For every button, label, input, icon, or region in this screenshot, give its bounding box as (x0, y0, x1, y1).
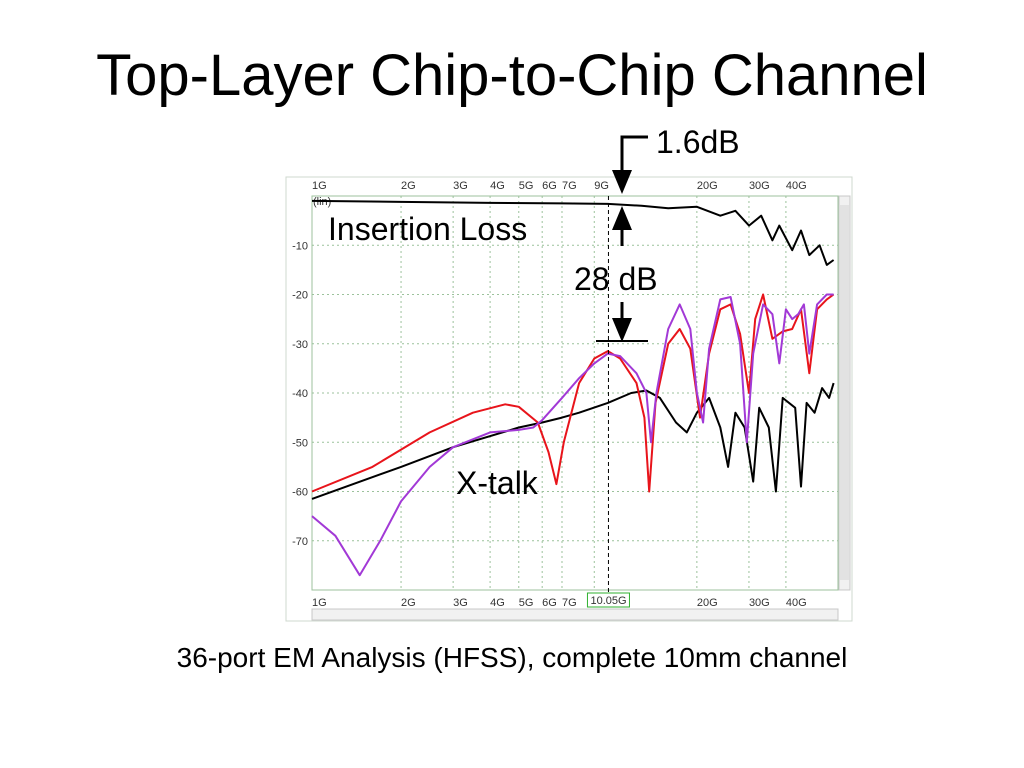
il-delta-label: 1.6dB (656, 124, 740, 160)
x-tick-label-top-3: 4G (490, 180, 505, 192)
margin-label: 28 dB (574, 261, 658, 297)
y-tick-label-1: -20 (292, 290, 308, 302)
x-tick-label-top-1: 2G (401, 180, 416, 192)
y-tick-label-5: -60 (292, 487, 308, 499)
il-delta-arrowhead-up (612, 206, 632, 230)
x-tick-label-bottom-6: 7G (562, 597, 577, 609)
y-tick-label-3: -40 (292, 388, 308, 400)
y-tick-label-0: -10 (292, 240, 308, 252)
il-delta-bracket (620, 135, 648, 170)
x-axis-top: 1G 2G 3G 4G 5G 6G 7G 9G 20G 30G 40G (312, 180, 807, 192)
series-line-3 (311, 293, 834, 577)
x-tick-label-top-10: 40G (786, 180, 807, 192)
insertion-loss-label: Insertion Loss (328, 211, 527, 247)
y-axis: -10 -20 -30 -40 -50 -60 -70 (292, 240, 308, 548)
x-tick-label-top-0: 1G (312, 180, 327, 192)
x-tick-label-bottom-5: 6G (542, 597, 557, 609)
x-tick-label-bottom-10: 40G (786, 597, 807, 609)
x-tick-label-top-4: 5G (519, 180, 534, 192)
x-tick-label-top-2: 3G (453, 180, 468, 192)
xtalk-label: X-talk (456, 465, 539, 501)
series-line-0 (311, 199, 835, 266)
x-tick-label-bottom-1: 2G (401, 597, 416, 609)
margin-arrow (596, 302, 648, 342)
x-tick-label-bottom-0: 1G (312, 597, 327, 609)
x-tick-label-bottom-3: 4G (490, 597, 505, 609)
y-tick-label-4: -50 (292, 437, 308, 449)
marker-label-box (586, 592, 630, 608)
y-tick-label-2: -30 (292, 339, 308, 351)
margin-arrowhead (612, 318, 632, 342)
x-tick-label-top-5: 6G (542, 180, 557, 192)
vertical-scrollbar-thumb[interactable] (840, 205, 849, 580)
x-tick-label-top-7: 9G (594, 180, 609, 192)
x-tick-label-bottom-2: 3G (453, 597, 468, 609)
caption: 36-port EM Analysis (HFSS), complete 10m… (176, 642, 848, 673)
x-tick-label-top-8: 20G (697, 180, 718, 192)
il-delta-arrowhead-down (612, 170, 632, 194)
x-tick-label-bottom-8: 20G (697, 597, 718, 609)
page-title: Top-Layer Chip-to-Chip Channel (96, 43, 928, 108)
x-tick-label-bottom-9: 30G (749, 597, 770, 609)
x-tick-label-bottom-4: 5G (519, 597, 534, 609)
y-tick-label-6: -70 (292, 536, 308, 548)
plot-area (311, 195, 839, 591)
series-line-1 (311, 382, 835, 500)
series-group (311, 199, 835, 577)
x-tick-label-top-9: 30G (749, 180, 770, 192)
horizontal-scrollbar[interactable] (311, 608, 839, 621)
marker-label: 10.05G (590, 595, 626, 607)
x-tick-label-top-6: 7G (562, 180, 577, 192)
il-delta-arrow (612, 135, 648, 246)
